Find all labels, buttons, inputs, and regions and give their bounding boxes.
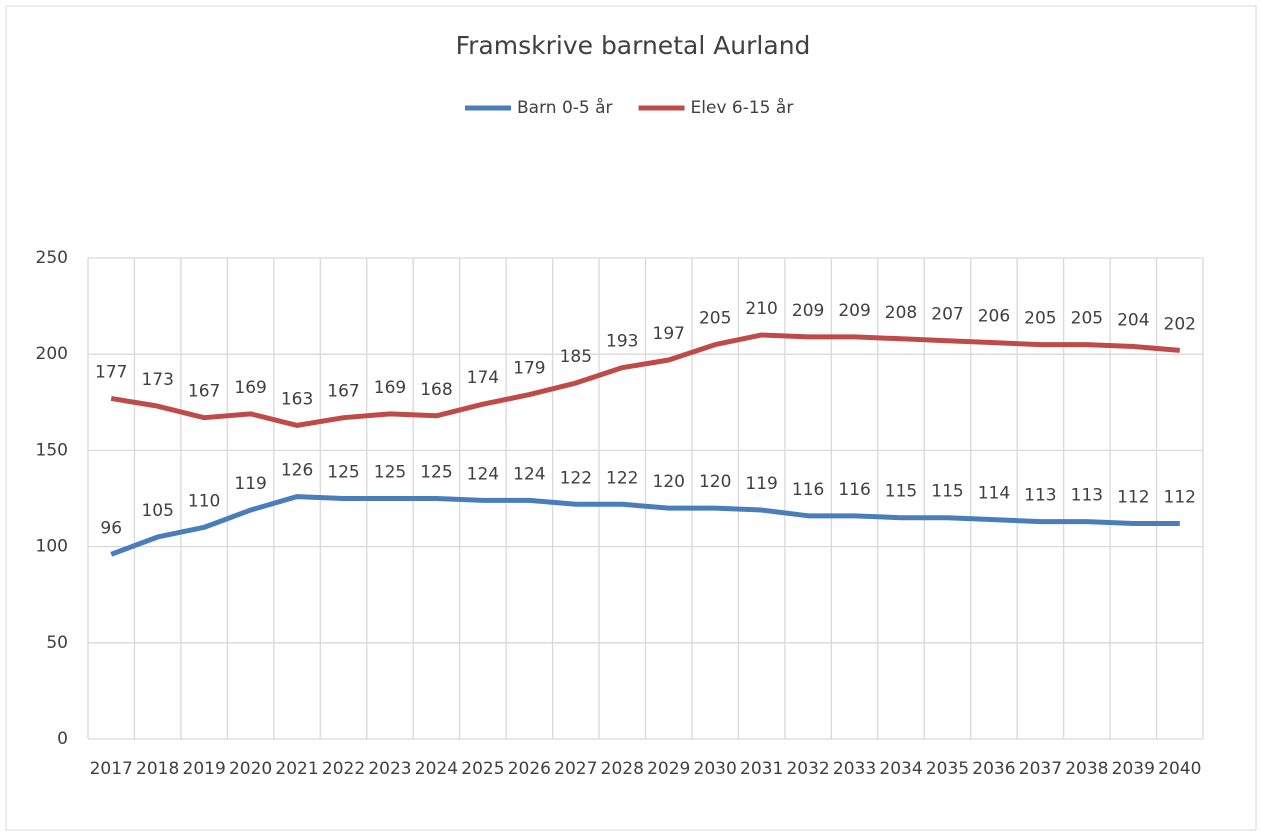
data-label: 206 bbox=[978, 307, 1010, 327]
x-tick-label: 2032 bbox=[786, 759, 829, 779]
data-label: 204 bbox=[1117, 311, 1149, 331]
data-label: 174 bbox=[467, 368, 499, 388]
data-label: 120 bbox=[699, 472, 731, 492]
data-label: 125 bbox=[327, 463, 359, 483]
x-tick-label: 2038 bbox=[1065, 759, 1108, 779]
x-tick-label: 2039 bbox=[1112, 759, 1155, 779]
x-tick-label: 2029 bbox=[647, 759, 690, 779]
chart-border bbox=[5, 5, 1257, 831]
x-tick-label: 2019 bbox=[183, 759, 226, 779]
x-tick-label: 2022 bbox=[322, 759, 365, 779]
x-tick-label: 2025 bbox=[461, 759, 504, 779]
data-label: 179 bbox=[513, 359, 545, 379]
x-tick-label: 2027 bbox=[554, 759, 597, 779]
data-label: 210 bbox=[745, 299, 777, 319]
x-tick-label: 2040 bbox=[1158, 759, 1201, 779]
y-tick-label: 250 bbox=[36, 248, 68, 268]
data-label: 115 bbox=[931, 482, 963, 502]
line bbox=[110, 494, 1180, 557]
data-label: 119 bbox=[234, 474, 266, 494]
y-tick-label: 200 bbox=[36, 344, 68, 364]
x-tick-label: 2036 bbox=[972, 759, 1015, 779]
data-label: 209 bbox=[792, 301, 824, 321]
x-tick-label: 2017 bbox=[90, 759, 133, 779]
x-tick-label: 2033 bbox=[833, 759, 876, 779]
x-tick-label: 2021 bbox=[275, 759, 318, 779]
data-label: 124 bbox=[467, 464, 499, 484]
data-label: 177 bbox=[95, 362, 127, 382]
x-tick-label: 2026 bbox=[508, 759, 551, 779]
data-label: 168 bbox=[420, 380, 452, 400]
data-label: 193 bbox=[606, 332, 638, 352]
data-label: 167 bbox=[188, 382, 220, 402]
data-label: 116 bbox=[792, 480, 824, 500]
data-label: 125 bbox=[374, 463, 406, 483]
y-tick-label: 50 bbox=[46, 633, 68, 653]
data-label: 105 bbox=[141, 501, 173, 521]
x-tick-label: 2030 bbox=[694, 759, 737, 779]
legend-label: Barn 0-5 år bbox=[517, 97, 613, 118]
x-tick-label: 2035 bbox=[926, 759, 969, 779]
y-tick-label: 100 bbox=[36, 537, 68, 557]
data-label: 110 bbox=[188, 491, 220, 511]
x-tick-label: 2024 bbox=[415, 759, 458, 779]
data-label: 126 bbox=[281, 461, 313, 481]
x-tick-label: 2034 bbox=[879, 759, 922, 779]
data-label: 209 bbox=[838, 301, 870, 321]
chart-title: Framskrive barnetal Aurland bbox=[456, 31, 811, 60]
data-label: 119 bbox=[745, 474, 777, 494]
data-label: 122 bbox=[606, 468, 638, 488]
data-label: 113 bbox=[1071, 486, 1103, 506]
x-tick-label: 2031 bbox=[740, 759, 783, 779]
x-tick-label: 2023 bbox=[368, 759, 411, 779]
data-label: 205 bbox=[699, 309, 731, 329]
data-label: 116 bbox=[838, 480, 870, 500]
data-label: 208 bbox=[885, 303, 917, 323]
x-tick-label: 2037 bbox=[1019, 759, 1062, 779]
x-tick-label: 2020 bbox=[229, 759, 272, 779]
data-label: 205 bbox=[1071, 309, 1103, 329]
data-label: 169 bbox=[374, 378, 406, 398]
data-label: 114 bbox=[978, 484, 1010, 504]
data-label: 125 bbox=[420, 463, 452, 483]
data-label: 167 bbox=[327, 382, 359, 402]
x-tick-label: 2028 bbox=[601, 759, 644, 779]
data-label: 122 bbox=[560, 468, 592, 488]
data-label: 112 bbox=[1117, 488, 1149, 508]
data-label: 124 bbox=[513, 464, 545, 484]
data-label: 205 bbox=[1024, 309, 1056, 329]
data-label: 185 bbox=[560, 347, 592, 367]
data-label: 173 bbox=[141, 370, 173, 390]
line bbox=[110, 332, 1180, 428]
data-label: 115 bbox=[885, 482, 917, 502]
data-label: 96 bbox=[100, 518, 122, 538]
data-label: 120 bbox=[653, 472, 685, 492]
x-tick-label: 2018 bbox=[136, 759, 179, 779]
data-label: 202 bbox=[1164, 314, 1196, 334]
data-label: 197 bbox=[653, 324, 685, 344]
legend-label: Elev 6-15 år bbox=[691, 97, 794, 118]
data-label: 207 bbox=[931, 305, 963, 325]
data-label: 113 bbox=[1024, 486, 1056, 506]
data-label: 163 bbox=[281, 389, 313, 409]
data-label: 112 bbox=[1164, 488, 1196, 508]
y-tick-label: 0 bbox=[57, 729, 68, 749]
data-label: 169 bbox=[234, 378, 266, 398]
y-tick-label: 150 bbox=[36, 440, 68, 460]
